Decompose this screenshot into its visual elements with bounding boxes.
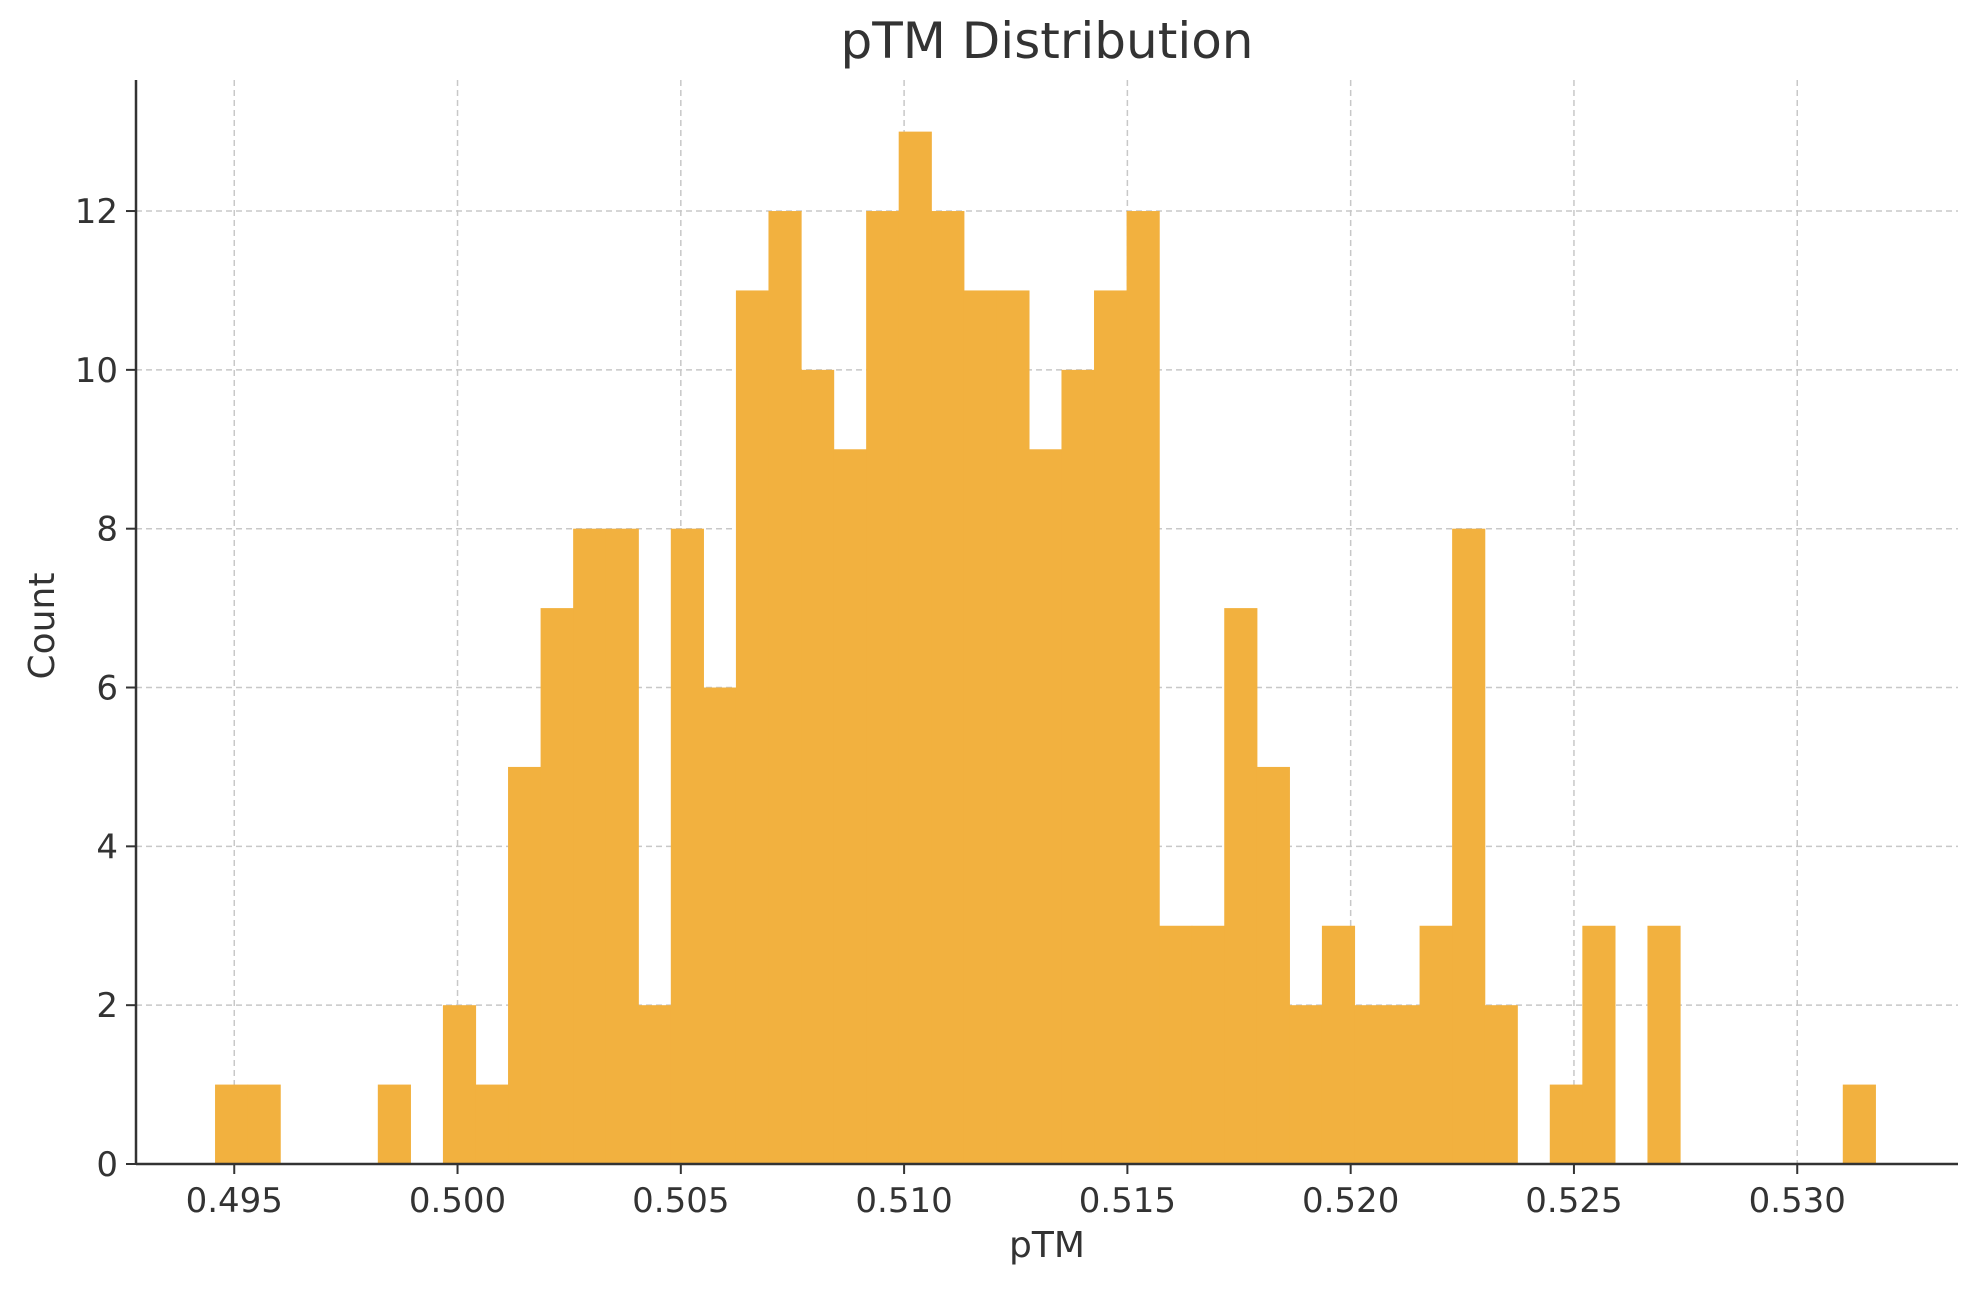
histogram-bar bbox=[1484, 1005, 1518, 1164]
histogram-bar bbox=[1224, 608, 1258, 1164]
histogram-bar bbox=[442, 1005, 477, 1164]
y-tick-label: 2 bbox=[96, 986, 118, 1026]
y-tick-label: 0 bbox=[96, 1145, 118, 1185]
x-tick-label: 0.505 bbox=[632, 1181, 729, 1221]
histogram-bar bbox=[801, 369, 835, 1164]
histogram-bar bbox=[670, 528, 704, 1164]
histogram-bar bbox=[247, 1084, 281, 1164]
histogram-bar bbox=[1321, 925, 1356, 1164]
histogram-bar bbox=[1387, 1005, 1421, 1164]
x-tick-label: 0.510 bbox=[855, 1181, 952, 1221]
histogram-bar bbox=[898, 131, 932, 1165]
histogram-bar bbox=[735, 290, 770, 1164]
histogram-bar bbox=[638, 1005, 672, 1164]
histogram-bar bbox=[768, 211, 802, 1165]
histogram-bar bbox=[1419, 925, 1453, 1164]
histogram-bar bbox=[963, 290, 997, 1164]
x-tick-label: 0.515 bbox=[1079, 1181, 1176, 1221]
histogram-bar bbox=[377, 1084, 411, 1164]
histogram-bar bbox=[540, 608, 574, 1164]
x-tick-label: 0.495 bbox=[186, 1181, 283, 1221]
histogram-bar bbox=[573, 528, 607, 1164]
histogram-bar bbox=[1159, 925, 1193, 1164]
histogram-bars bbox=[215, 131, 1876, 1165]
histogram-bar bbox=[1094, 290, 1128, 1164]
histogram-bar bbox=[931, 211, 965, 1165]
histogram-bar bbox=[1126, 211, 1160, 1165]
y-tick-label: 6 bbox=[96, 669, 118, 709]
histogram-bar bbox=[833, 449, 867, 1164]
y-axis-label: Count bbox=[22, 573, 63, 680]
y-tick-label: 4 bbox=[96, 827, 118, 867]
histogram-bar bbox=[1191, 925, 1225, 1164]
histogram-bar bbox=[215, 1084, 249, 1164]
histogram-bar bbox=[1354, 1005, 1388, 1164]
histogram-bar bbox=[1289, 1005, 1323, 1164]
histogram-bar bbox=[866, 211, 900, 1165]
x-tick-label: 0.530 bbox=[1749, 1181, 1846, 1221]
histogram-bar bbox=[508, 766, 542, 1164]
chart-title: pTM Distribution bbox=[840, 12, 1253, 70]
y-axis-ticks: 0 2 4 6 8 10 12 bbox=[75, 192, 136, 1185]
histogram-bar bbox=[1549, 1084, 1583, 1164]
histogram-bar bbox=[1061, 369, 1095, 1164]
histogram-bar bbox=[605, 528, 639, 1164]
y-tick-label: 8 bbox=[96, 510, 118, 550]
x-axis-label: pTM bbox=[1009, 1225, 1085, 1266]
x-tick-label: 0.500 bbox=[409, 1181, 506, 1221]
histogram-bar bbox=[1647, 925, 1681, 1164]
y-tick-label: 12 bbox=[75, 192, 118, 232]
histogram-bar bbox=[996, 290, 1030, 1164]
histogram-bar bbox=[475, 1084, 509, 1164]
histogram-bar bbox=[1582, 925, 1616, 1164]
axes bbox=[134, 80, 1958, 1166]
histogram-bar bbox=[1842, 1084, 1876, 1164]
histogram-bar bbox=[1256, 766, 1290, 1164]
histogram-bar bbox=[703, 687, 737, 1164]
histogram-bar bbox=[1028, 449, 1063, 1164]
x-axis-ticks: 0.495 0.500 0.505 0.510 0.515 0.520 0.525 0.530 bbox=[186, 1164, 1846, 1221]
x-tick-label: 0.525 bbox=[1525, 1181, 1622, 1221]
x-tick-label: 0.520 bbox=[1302, 1181, 1399, 1221]
y-tick-label: 10 bbox=[75, 351, 118, 391]
histogram-bar bbox=[1452, 528, 1486, 1164]
